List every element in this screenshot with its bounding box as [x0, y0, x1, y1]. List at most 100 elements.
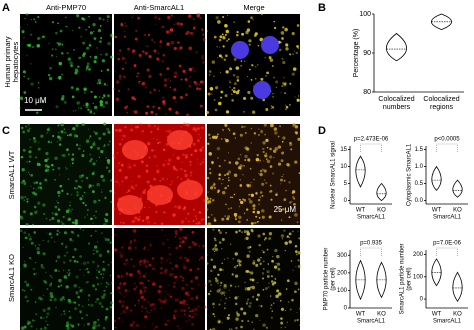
speckle	[221, 56, 224, 59]
speckle	[102, 267, 106, 272]
speckle	[171, 180, 174, 183]
speckle	[221, 248, 223, 250]
speckle	[268, 237, 272, 240]
speckle	[166, 67, 170, 71]
speckle	[198, 210, 202, 214]
speckle	[57, 42, 62, 46]
violin	[431, 258, 442, 287]
speckle	[253, 221, 256, 225]
speckle	[119, 212, 121, 215]
y-tick-label: 0.0	[415, 198, 424, 204]
speckle	[29, 174, 31, 176]
speckle	[240, 200, 244, 205]
speckle	[271, 259, 274, 263]
speckle	[22, 179, 26, 183]
row-label: SmarcAL1 WT	[7, 150, 16, 199]
speckle	[174, 232, 178, 236]
speckle	[24, 264, 28, 268]
speckle	[107, 94, 110, 98]
speckle	[234, 302, 238, 306]
speckle	[252, 279, 254, 281]
speckles	[113, 13, 206, 117]
speckle	[196, 159, 199, 161]
speckle	[96, 277, 99, 280]
speckle	[41, 35, 45, 39]
speckle	[258, 203, 261, 206]
speckle	[252, 259, 256, 263]
speckle	[181, 286, 185, 291]
speckle	[247, 183, 252, 188]
speckle	[229, 196, 232, 199]
speckle	[114, 192, 116, 194]
speckle	[34, 245, 37, 247]
speckle	[76, 101, 80, 105]
speckle	[121, 67, 124, 70]
speckle	[62, 269, 65, 271]
speckle	[182, 153, 185, 157]
speckle	[266, 270, 270, 274]
speckle	[220, 299, 222, 301]
speckle	[46, 128, 50, 132]
speckle	[130, 180, 132, 183]
speckle	[260, 13, 263, 16]
speckle	[235, 286, 237, 288]
speckle	[180, 220, 185, 224]
speckle	[194, 82, 198, 86]
speckle	[24, 280, 27, 284]
speckle	[153, 178, 156, 181]
speckle	[284, 326, 286, 328]
speckle	[240, 65, 242, 67]
speckle	[281, 237, 284, 240]
speckle	[206, 197, 209, 200]
speckle	[165, 113, 167, 115]
speckle	[45, 217, 48, 220]
speckle	[182, 122, 187, 126]
speckle	[221, 238, 225, 241]
speckle	[146, 260, 149, 263]
speckle	[90, 90, 93, 93]
speckle	[243, 96, 247, 100]
speckle	[54, 306, 58, 309]
speckle	[153, 154, 157, 159]
speckle	[67, 178, 70, 181]
speckle	[122, 320, 124, 323]
speckle	[115, 180, 118, 183]
speckle	[246, 269, 250, 273]
speckle	[95, 276, 98, 279]
speckle	[292, 125, 294, 127]
speckle	[89, 110, 93, 114]
speckle	[26, 54, 28, 57]
speckle	[245, 147, 250, 151]
speckle	[118, 53, 120, 55]
speckle	[65, 244, 68, 246]
speckle	[294, 96, 296, 98]
speckle	[264, 237, 267, 240]
speckle	[42, 294, 45, 297]
speckle	[261, 148, 264, 150]
speckle	[217, 20, 221, 24]
speckle	[280, 219, 283, 221]
speckle	[273, 20, 275, 23]
speckle	[109, 274, 111, 276]
speckle	[90, 217, 93, 221]
speckle	[229, 129, 231, 131]
speckle	[22, 148, 26, 152]
speckle	[185, 320, 188, 323]
speckle	[76, 193, 80, 197]
speckle	[147, 279, 150, 282]
speckle	[96, 282, 100, 286]
speckle	[179, 300, 183, 305]
speckle	[78, 286, 81, 289]
speckle	[197, 305, 200, 308]
speckle	[275, 86, 278, 89]
speckle	[246, 76, 248, 78]
speckle	[45, 151, 49, 156]
speckle	[55, 105, 59, 109]
speckle	[220, 96, 223, 99]
speckle	[82, 305, 84, 307]
speckle	[285, 189, 287, 192]
speckle	[122, 221, 125, 225]
speckle	[247, 20, 251, 23]
speckle	[283, 179, 286, 182]
speckle	[275, 193, 278, 196]
